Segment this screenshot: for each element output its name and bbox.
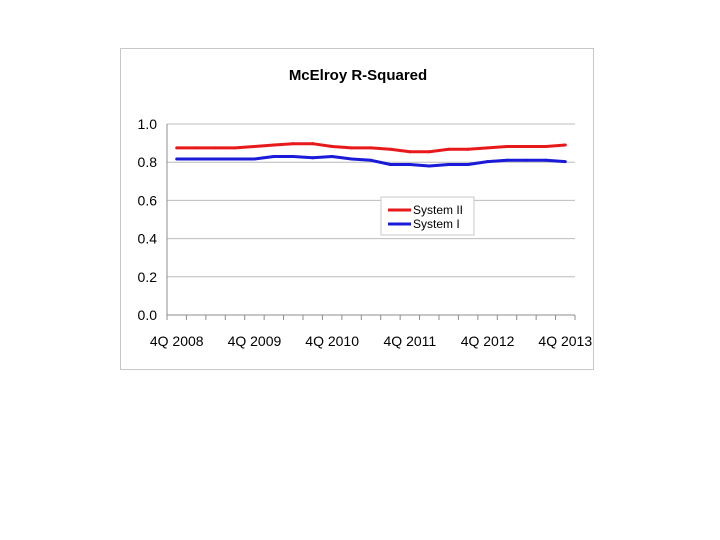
- data-point-system-i: [466, 162, 470, 166]
- data-point-system-ii: [194, 146, 198, 150]
- data-point-system-i: [175, 157, 179, 161]
- data-point-system-ii: [272, 143, 276, 147]
- data-point-system-i: [524, 158, 528, 162]
- data-point-system-i: [388, 162, 392, 166]
- data-point-system-i: [505, 158, 509, 162]
- legend-label-system-ii: System II: [413, 203, 463, 217]
- y-tick-label: 0.0: [138, 307, 158, 323]
- data-point-system-ii: [427, 150, 431, 154]
- data-point-system-ii: [350, 146, 354, 150]
- data-point-system-i: [330, 154, 334, 158]
- data-point-system-i: [486, 160, 490, 164]
- data-point-system-i: [563, 160, 567, 164]
- axis-layer: 0.0 0.2 0.4 0.6 0.8 1.0 4Q 2008 4Q 2009 4Q 2010 4…: [138, 116, 593, 349]
- data-point-system-ii: [563, 143, 567, 147]
- data-point-system-i: [252, 157, 256, 161]
- data-point-system-ii: [486, 146, 490, 150]
- y-tick-label: 0.2: [138, 269, 158, 285]
- x-tick-label: 4Q 2008: [150, 333, 204, 349]
- x-tick-label: 4Q 2011: [384, 333, 437, 349]
- data-point-system-ii: [388, 147, 392, 151]
- data-point-system-ii: [233, 146, 237, 150]
- data-point-system-i: [214, 157, 218, 161]
- grid-layer: [167, 123, 575, 278]
- data-point-system-ii: [369, 146, 373, 150]
- legend-box: [380, 196, 475, 236]
- data-point-system-ii: [466, 147, 470, 151]
- data-point-system-i: [544, 158, 548, 162]
- data-point-system-i: [408, 162, 412, 166]
- data-point-system-ii: [447, 147, 451, 151]
- y-tick-label: 0.8: [138, 154, 158, 170]
- data-point-system-i: [427, 164, 431, 168]
- data-point-system-ii: [524, 145, 528, 149]
- chart-title: McElroy R-Squared: [289, 67, 427, 84]
- x-tick-label: 4Q 2012: [461, 333, 515, 349]
- data-point-system-ii: [544, 145, 548, 149]
- chart-svg: McElroy R-Squared 0.0 0.2 0.4 0.6 0.8 1.0 4Q 2…: [138, 67, 593, 349]
- data-point-system-i: [194, 157, 198, 161]
- y-tick-label: 1.0: [138, 116, 158, 132]
- data-point-system-i: [447, 162, 451, 166]
- data-point-system-ii: [330, 145, 334, 149]
- data-point-system-i: [233, 157, 237, 161]
- chart-frame: McElroy R-Squared 0.0 0.2 0.4 0.6 0.8 1.0 4Q 2…: [120, 48, 594, 370]
- data-point-system-ii: [505, 145, 509, 149]
- data-point-system-i: [272, 154, 276, 158]
- data-point-system-ii: [291, 142, 295, 146]
- data-point-system-ii: [175, 146, 179, 150]
- legend: System II System I: [380, 196, 475, 236]
- data-point-system-ii: [408, 150, 412, 154]
- y-tick-label: 0.6: [138, 192, 158, 208]
- data-point-system-ii: [214, 146, 218, 150]
- data-point-system-i: [369, 158, 373, 162]
- x-tick-label: 4Q 2009: [228, 333, 282, 349]
- data-point-system-i: [291, 154, 295, 158]
- legend-label-system-i: System I: [413, 217, 460, 231]
- data-point-system-i: [350, 157, 354, 161]
- series-layer: [175, 142, 567, 168]
- x-tick-label: 4Q 2010: [305, 333, 359, 349]
- data-point-system-ii: [311, 142, 315, 146]
- x-tick-label: 4Q 2013: [538, 333, 592, 349]
- y-tick-label: 0.4: [138, 231, 158, 247]
- data-point-system-ii: [252, 145, 256, 149]
- data-point-system-i: [311, 156, 315, 160]
